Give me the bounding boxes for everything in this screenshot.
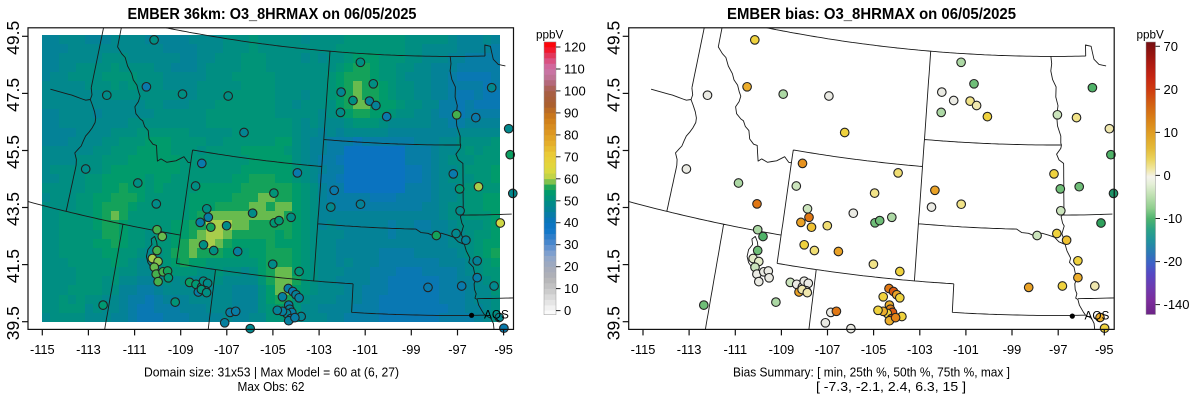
svg-text:43.5: 43.5	[3, 192, 23, 226]
svg-text:0: 0	[1164, 168, 1171, 183]
svg-text:-107: -107	[815, 342, 841, 357]
svg-text:-109: -109	[769, 342, 795, 357]
svg-text:Max Obs: 62: Max Obs: 62	[238, 379, 305, 394]
svg-text:-99: -99	[1003, 342, 1022, 357]
svg-text:39.5: 39.5	[3, 306, 23, 340]
svg-text:47.5: 47.5	[604, 78, 624, 112]
svg-text:49.5: 49.5	[3, 21, 23, 55]
svg-text:ppbV: ppbV	[536, 29, 564, 42]
svg-text:45.5: 45.5	[3, 135, 23, 169]
svg-text:41.5: 41.5	[604, 249, 624, 283]
svg-text:-111: -111	[123, 342, 147, 357]
svg-text:-107: -107	[214, 342, 240, 357]
svg-text:AQS: AQS	[1085, 308, 1110, 322]
svg-text:90: 90	[564, 105, 578, 120]
svg-text:10: 10	[1164, 125, 1178, 140]
svg-text:-10: -10	[1164, 211, 1183, 226]
svg-text:ppbV: ppbV	[1137, 29, 1165, 42]
svg-text:-20: -20	[1164, 254, 1183, 269]
svg-text:41.5: 41.5	[3, 249, 23, 283]
svg-text:-115: -115	[631, 342, 656, 357]
svg-text:110: 110	[564, 62, 585, 77]
svg-text:-103: -103	[306, 342, 332, 357]
svg-text:70: 70	[564, 149, 578, 164]
svg-text:20: 20	[564, 259, 578, 274]
svg-text:-95: -95	[494, 342, 513, 357]
svg-text:50: 50	[564, 193, 578, 208]
svg-text:-103: -103	[907, 342, 933, 357]
svg-text:-97: -97	[1049, 342, 1068, 357]
svg-text:-101: -101	[953, 342, 979, 357]
svg-text:-99: -99	[402, 342, 421, 357]
svg-text:EMBER bias: O3_8HRMAX on 06/05: EMBER bias: O3_8HRMAX on 06/05/2025	[727, 6, 1016, 23]
svg-text:-105: -105	[861, 342, 887, 357]
svg-text:47.5: 47.5	[3, 78, 23, 112]
svg-text:-95: -95	[1095, 342, 1114, 357]
svg-text:-113: -113	[76, 342, 101, 357]
svg-text:-97: -97	[448, 342, 467, 357]
svg-text:45.5: 45.5	[604, 135, 624, 169]
svg-text:49.5: 49.5	[604, 21, 624, 55]
svg-text:120: 120	[564, 40, 586, 55]
svg-text:-105: -105	[260, 342, 286, 357]
svg-text:0: 0	[564, 303, 571, 318]
svg-text:70: 70	[1164, 39, 1178, 54]
svg-text:40: 40	[564, 215, 578, 230]
svg-text:-101: -101	[352, 342, 378, 357]
svg-text:80: 80	[564, 127, 578, 142]
svg-text:Domain size: 31x53 | Max Model: Domain size: 31x53 | Max Model = 60 at (…	[144, 364, 399, 379]
svg-text:Bias Summary: [ min, 25th %, 5: Bias Summary: [ min, 25th %, 50th %, 75t…	[733, 364, 1010, 379]
svg-text:60: 60	[564, 171, 578, 186]
svg-text:EMBER 36km: O3_8HRMAX on 06/05: EMBER 36km: O3_8HRMAX on 06/05/2025	[128, 6, 417, 23]
svg-text:100: 100	[564, 83, 586, 98]
svg-text:30: 30	[564, 237, 578, 252]
svg-text:AQS: AQS	[484, 308, 509, 322]
svg-text:-140: -140	[1164, 297, 1190, 312]
svg-text:39.5: 39.5	[604, 306, 624, 340]
svg-text:-111: -111	[723, 342, 747, 357]
svg-text:43.5: 43.5	[604, 192, 624, 226]
svg-text:10: 10	[564, 281, 578, 296]
svg-text:-115: -115	[30, 342, 55, 357]
svg-text:[ -7.3, -2.1, 2.4, 6.3, 15: [ -7.3, -2.1, 2.4, 6.3, 15 ]	[816, 379, 966, 394]
svg-text:-109: -109	[168, 342, 194, 357]
svg-text:20: 20	[1164, 82, 1178, 97]
svg-text:-113: -113	[677, 342, 702, 357]
